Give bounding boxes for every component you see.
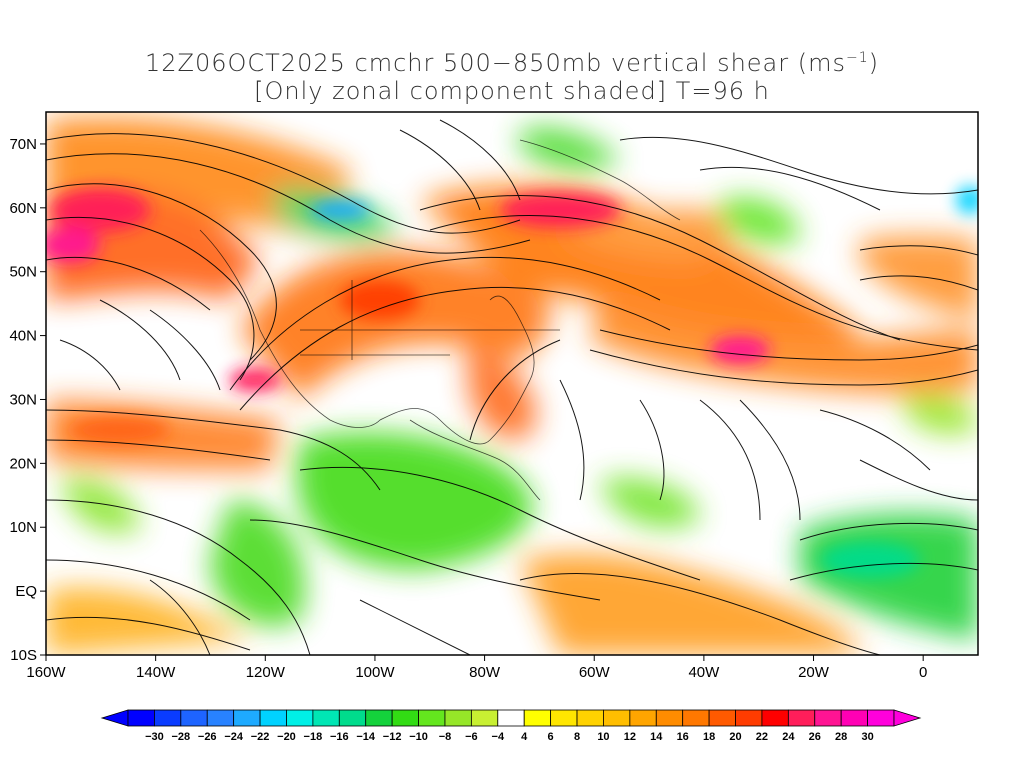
colorbar-arrow-left bbox=[100, 709, 129, 727]
colorbar-label: 8 bbox=[574, 731, 580, 743]
colorbar-swatch bbox=[814, 709, 842, 727]
colorbar-swatch bbox=[312, 709, 340, 727]
colorbar-swatch bbox=[444, 709, 472, 727]
colorbar-label: 10 bbox=[597, 731, 609, 743]
colorbar-swatch bbox=[497, 709, 525, 727]
lon-tick-label: 40W bbox=[688, 664, 720, 681]
map-field bbox=[46, 112, 978, 655]
title-line-1: 12Z06OCT2025 cmchr 500−850mb vertical sh… bbox=[144, 49, 880, 77]
colorbar-swatch bbox=[576, 709, 604, 727]
colorbar-label: −8 bbox=[439, 731, 452, 743]
colorbar-label: 18 bbox=[703, 731, 715, 743]
lat-tick-label: EQ bbox=[15, 583, 37, 600]
lat-tick-label: 60N bbox=[9, 200, 37, 217]
lon-tick-label: 60W bbox=[579, 664, 611, 681]
lat-tick-label: 70N bbox=[9, 136, 37, 153]
colorbar-swatch bbox=[682, 709, 710, 727]
lon-tick-label: 80W bbox=[469, 664, 501, 681]
colorbar-label: −12 bbox=[383, 731, 402, 743]
colorbar-swatch bbox=[470, 709, 499, 727]
colorbar-label: −26 bbox=[198, 731, 217, 743]
colorbar-arrow-right bbox=[893, 709, 922, 727]
colorbar-label: 4 bbox=[521, 731, 528, 743]
lat-tick-label: 20N bbox=[9, 455, 37, 472]
colorbar-label: 20 bbox=[729, 731, 741, 743]
lat-tick-label: 30N bbox=[9, 391, 37, 408]
colorbar-swatch bbox=[629, 709, 657, 727]
colorbar-swatch bbox=[603, 709, 631, 727]
title-line-2: [Only zonal component shaded] T=96 h bbox=[254, 77, 770, 105]
lon-tick-label: 120W bbox=[246, 664, 286, 681]
lon-tick-label: 100W bbox=[355, 664, 395, 681]
colorbar-swatch bbox=[180, 709, 208, 727]
lon-tick-label: 0 bbox=[919, 664, 927, 681]
colorbar-label: 28 bbox=[835, 731, 847, 743]
colorbar-label: 6 bbox=[548, 731, 554, 743]
colorbar-swatch bbox=[206, 709, 235, 727]
coastlines bbox=[199, 139, 681, 501]
colorbar-label: 22 bbox=[756, 731, 768, 743]
colorbar-swatch bbox=[286, 709, 314, 727]
colorbar-label: −30 bbox=[145, 731, 164, 743]
longitude-axis: 160W 140W 120W 100W 80W 60W 40W 20W 0 bbox=[26, 655, 927, 681]
colorbar-label: −18 bbox=[304, 731, 323, 743]
colorbar-label: −6 bbox=[465, 731, 478, 743]
colorbar-swatch bbox=[735, 709, 763, 727]
colorbar-label: 24 bbox=[782, 731, 795, 743]
colorbar-swatch bbox=[154, 709, 182, 727]
colorbar-label: 30 bbox=[861, 731, 873, 743]
core-layer bbox=[46, 186, 978, 578]
colorbar-label: 12 bbox=[624, 731, 636, 743]
colorbar-swatch bbox=[787, 709, 816, 727]
colorbar-label: 16 bbox=[677, 731, 689, 743]
lon-tick-label: 20W bbox=[798, 664, 830, 681]
colorbar-label: 26 bbox=[809, 731, 821, 743]
colorbar-swatch bbox=[550, 709, 578, 727]
colorbar-swatch bbox=[338, 709, 367, 727]
colorbar-label: −28 bbox=[171, 731, 190, 743]
colorbar-swatch bbox=[867, 709, 895, 727]
map-title: 12Z06OCT2025 cmchr 500−850mb vertical sh… bbox=[0, 44, 1024, 105]
colorbar-swatch bbox=[127, 709, 155, 727]
colorbar-swatch bbox=[259, 709, 287, 727]
lat-tick-label: 10N bbox=[9, 519, 37, 536]
colorbar-label: 14 bbox=[650, 731, 663, 743]
colorbar-label: −24 bbox=[224, 731, 244, 743]
colorbar-swatch bbox=[233, 709, 261, 727]
colorbar-swatch bbox=[418, 709, 446, 727]
colorbar-label: −4 bbox=[492, 731, 505, 743]
colorbar-label: −20 bbox=[277, 731, 296, 743]
colorbar-label: −16 bbox=[330, 731, 349, 743]
lat-tick-label: 10S bbox=[10, 647, 37, 664]
map-frame bbox=[45, 111, 979, 656]
colorbar-swatch bbox=[365, 709, 393, 727]
colorbar-swatch bbox=[840, 709, 868, 727]
colorbar-swatch bbox=[761, 709, 789, 727]
colorbar-swatch bbox=[523, 709, 552, 727]
latitude-axis: 70N 60N 50N 40N 30N 20N 10N EQ 10S bbox=[9, 136, 46, 664]
lat-tick-label: 40N bbox=[9, 328, 37, 345]
colorbar-swatch bbox=[708, 709, 736, 727]
colorbar: −30 −28 −26 −24 −22 −20 −18 −16 −14 −12 −10 −8 −6 −4 4… bbox=[100, 709, 922, 743]
lon-tick-label: 140W bbox=[136, 664, 176, 681]
colorbar-swatch bbox=[391, 709, 419, 727]
colorbar-label: −10 bbox=[409, 731, 428, 743]
lat-tick-label: 50N bbox=[9, 264, 37, 281]
colorbar-swatch bbox=[655, 709, 684, 727]
colorbar-label: −22 bbox=[251, 731, 270, 743]
lon-tick-label: 160W bbox=[26, 664, 66, 681]
colorbar-label: −14 bbox=[356, 731, 376, 743]
streamlines bbox=[46, 119, 978, 655]
